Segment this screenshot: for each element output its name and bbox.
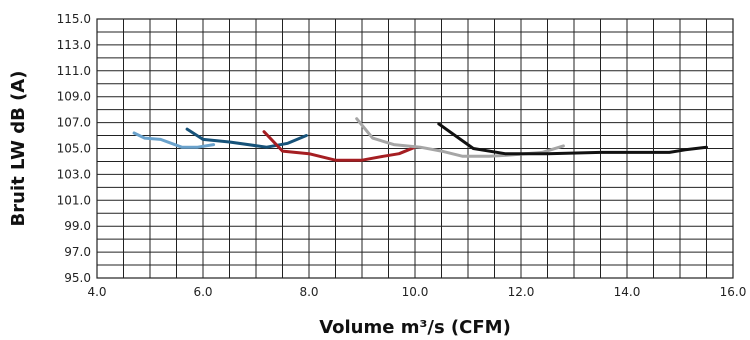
x-tick-label-6: 16.0 [720,285,747,299]
y-tick-label-2: 111.0 [57,64,91,78]
y-tick-label-6: 103.0 [57,167,91,181]
x-tick-label-2: 8.0 [299,285,318,299]
plot-frame [96,18,734,279]
y-tick-label-10: 95.0 [64,271,91,285]
y-tick-label-0: 115.0 [57,12,91,26]
x-tick-label-5: 14.0 [614,285,641,299]
x-tick-labels: 4.0 6.0 8.0 10.0 12.0 14.0 16.0 [87,285,746,299]
x-axis-title: Volume m³/s (CFM) [319,317,511,338]
y-tick-label-1: 113.0 [57,38,91,52]
y-tick-label-9: 97.0 [64,245,91,259]
series-line-3 [262,130,417,162]
x-tick-label-1: 6.0 [193,285,212,299]
series-line-5 [437,122,708,156]
y-tick-label-4: 107.0 [57,116,91,130]
series-line-1 [132,131,216,149]
y-tick-label-5: 105.0 [57,142,91,156]
y-tick-label-3: 109.0 [57,90,91,104]
y-tick-label-7: 101.0 [57,193,91,207]
x-tick-label-4: 12.0 [508,285,535,299]
y-tick-labels: 115.0 113.0 111.0 109.0 107.0 105.0 103.0 101.0… [57,12,91,285]
series-line-2 [185,127,308,149]
x-tick-label-3: 10.0 [402,285,429,299]
y-tick-label-8: 99.0 [64,219,91,233]
series-group [132,117,708,162]
y-axis-title: Bruit LW dB (A) [8,71,29,227]
x-tick-label-0: 4.0 [87,285,106,299]
